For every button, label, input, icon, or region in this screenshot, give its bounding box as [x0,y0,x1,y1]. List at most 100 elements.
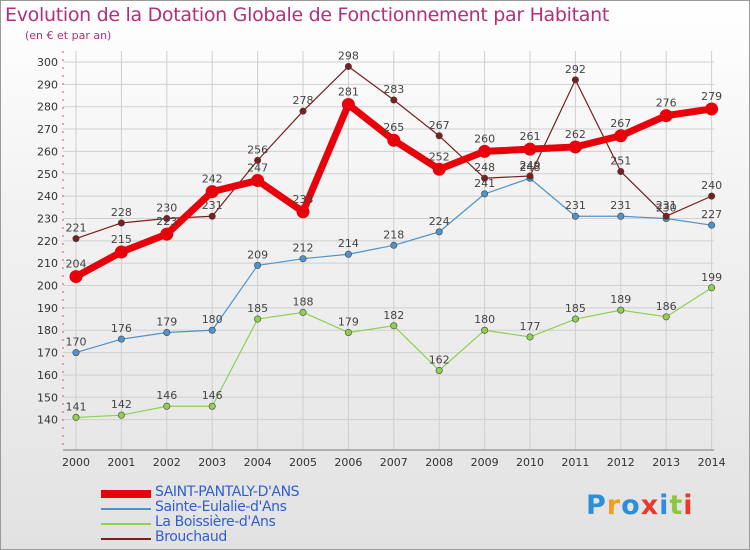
data-label: 256 [247,143,268,156]
data-label: 170 [66,336,87,349]
data-point [299,107,307,115]
data-label: 214 [338,237,359,250]
data-point [435,366,443,374]
y-tick-label: 300 [37,56,58,69]
x-tick-label: 2013 [652,456,680,469]
data-point [571,315,579,323]
y-tick-label: 270 [37,123,58,136]
data-label: 221 [66,222,87,235]
data-point [72,235,80,243]
x-tick-label: 2002 [153,456,181,469]
data-point [708,192,716,200]
data-point [705,102,719,116]
data-point [69,270,83,284]
data-label: 252 [429,150,450,163]
data-label: 242 [202,173,223,186]
chart-title: Evolution de la Dotation Globale de Fonc… [5,4,610,26]
legend-label: Sainte-Eulalie-d'Ans [155,499,287,515]
data-point [114,245,128,259]
data-label: 279 [701,90,722,103]
data-label: 292 [565,63,586,76]
data-label: 141 [66,400,87,413]
data-point [478,144,492,158]
legend-swatch [101,537,151,540]
data-label: 241 [474,177,495,190]
data-point [163,328,171,336]
y-tick-label: 260 [37,145,58,158]
data-point [344,328,352,336]
y-tick-label: 250 [37,168,58,181]
data-label: 298 [338,49,359,62]
data-point [117,411,125,419]
data-point [344,250,352,258]
data-label: 212 [293,242,314,255]
data-point [299,255,307,263]
data-label: 185 [565,302,586,315]
data-point [617,306,625,314]
data-label: 278 [293,94,314,107]
y-tick-label: 200 [37,280,58,293]
legend-label: SAINT-PANTALY-D'ANS [155,484,300,500]
data-label: 231 [565,199,586,212]
data-point [208,402,216,410]
data-point [435,132,443,140]
data-point [344,62,352,70]
y-tick-label: 160 [37,369,58,382]
legend-label: La Boissière-d'Ans [155,514,276,530]
data-point [254,261,262,269]
data-label: 179 [156,315,177,328]
data-label: 224 [429,215,450,228]
data-point [708,284,716,292]
legend-item: Brouchaud [101,529,401,546]
x-tick-label: 2006 [334,456,362,469]
data-label: 199 [701,271,722,284]
data-point [254,315,262,323]
data-point [163,214,171,222]
data-point [526,172,534,180]
data-point [117,335,125,343]
x-tick-label: 2011 [561,456,589,469]
data-point [208,326,216,334]
x-tick-label: 2000 [62,456,90,469]
data-label: 247 [247,161,268,174]
y-tick-label: 280 [37,101,58,114]
y-tick-label: 150 [37,391,58,404]
y-tick-label: 180 [37,324,58,337]
x-tick-label: 2010 [516,456,544,469]
data-label: 249 [520,159,541,172]
data-label: 177 [520,320,541,333]
data-point [432,162,446,176]
data-label: 209 [247,248,268,261]
y-tick-label: 240 [37,190,58,203]
data-point [390,96,398,104]
data-point [163,402,171,410]
data-label: 162 [429,353,450,366]
y-tick-label: 290 [37,78,58,91]
data-point [341,97,355,111]
data-point [160,227,174,241]
legend-item: SAINT-PANTALY-D'ANS [101,484,401,501]
data-label: 261 [520,130,541,143]
x-tick-label: 2009 [471,456,499,469]
data-label: 240 [701,179,722,192]
data-point [614,129,628,143]
data-point [659,109,673,123]
data-point [299,308,307,316]
legend-swatch [101,489,151,498]
data-label: 182 [383,309,404,322]
data-label: 260 [474,132,495,145]
data-point [390,322,398,330]
data-point [72,413,80,421]
y-tick-label: 210 [37,257,58,270]
data-point [251,173,265,187]
data-label: 223 [156,215,177,228]
x-tick-label: 2005 [289,456,317,469]
data-point [296,205,310,219]
data-label: 248 [474,161,495,174]
data-point [435,228,443,236]
data-point [208,212,216,220]
data-point [662,212,670,220]
data-label: 142 [111,398,132,411]
x-tick-label: 2007 [380,456,408,469]
